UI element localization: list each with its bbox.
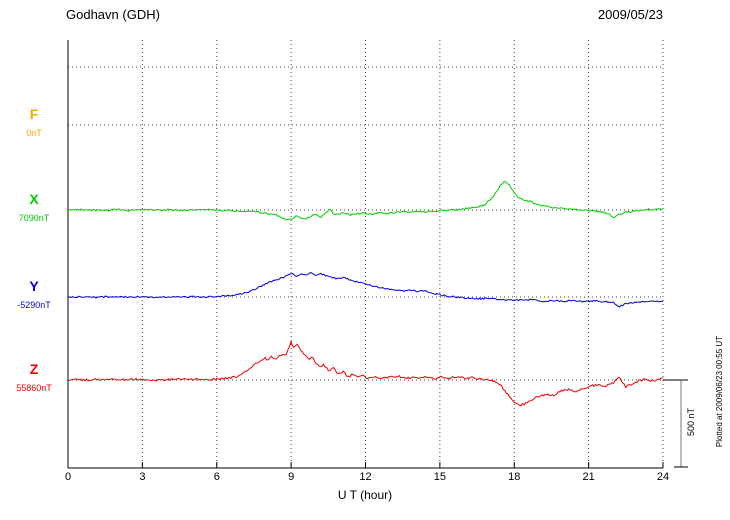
trace-Z: [67, 339, 664, 407]
trace-Y: [67, 272, 664, 308]
component-label-F: F: [29, 106, 39, 122]
trace-X: [67, 180, 664, 221]
x-tick-label: 12: [359, 471, 372, 483]
x-tick-label: 24: [656, 471, 670, 483]
component-baseline-value-Y: -5290nT: [17, 300, 51, 310]
component-label-X: X: [29, 191, 39, 207]
x-axis-title: U T (hour): [337, 488, 393, 502]
component-baseline-value-Z: 55860nT: [16, 383, 52, 393]
x-tick-label: 21: [582, 471, 595, 483]
x-tick-label: 18: [508, 471, 521, 483]
date-label: 2009/05/23: [597, 7, 663, 22]
x-tick-label: 9: [288, 471, 295, 483]
component-label-Y: Y: [29, 278, 39, 294]
x-tick-label: 3: [139, 471, 146, 483]
scale-bar-label: 500 nT: [686, 407, 696, 437]
x-tick-label: 6: [213, 471, 220, 483]
x-tick-label: 15: [433, 471, 446, 483]
station-title: Godhavn (GDH): [66, 7, 160, 22]
component-baseline-value-X: 7090nT: [18, 213, 50, 223]
component-baseline-value-F: 0nT: [26, 128, 42, 138]
x-tick-label: 0: [64, 471, 72, 483]
plotted-at-watermark: Plotted at 2009/06/23 00:55 UT: [715, 335, 724, 448]
component-label-Z: Z: [29, 361, 39, 377]
